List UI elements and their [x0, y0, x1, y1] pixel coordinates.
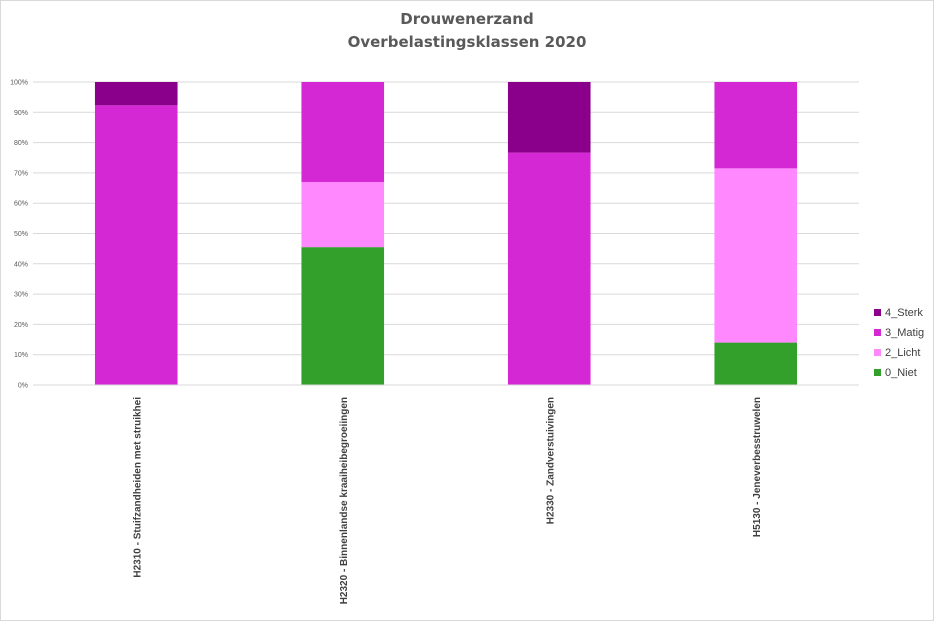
- bar-segment-2-licht: [714, 168, 798, 343]
- legend-label: 4_Sterk: [885, 307, 923, 319]
- bars: [94, 82, 798, 386]
- y-tick-label: 70%: [14, 170, 28, 177]
- chart-title-line-1: Drouwenerzand: [400, 10, 533, 28]
- x-category-label: H2310 - Stuifzandheiden met struikhei: [132, 397, 143, 578]
- y-tick-label: 0%: [18, 383, 28, 390]
- legend-item-0-niet[interactable]: 0_Niet: [874, 367, 917, 379]
- y-axis-tick-labels: 0% 10% 20% 30% 40% 50% 60% 70% 80% 90% 100%: [10, 80, 28, 390]
- legend-swatch: [874, 309, 881, 316]
- bar-segment-3-matig: [94, 105, 178, 386]
- bar-segment-2-licht: [301, 181, 385, 248]
- legend-label: 0_Niet: [885, 367, 917, 379]
- legend-label: 3_Matig: [885, 327, 924, 339]
- y-tick-label: 80%: [14, 140, 28, 147]
- x-category-label: H2320 - Binnenlandse kraaiheibegroeiinge…: [339, 397, 350, 604]
- bar-segment-3-matig: [301, 82, 385, 182]
- bar-segment-0-niet: [714, 342, 798, 385]
- legend-swatch: [874, 329, 881, 336]
- legend-label: 2_Licht: [885, 347, 920, 359]
- legend-item-2-licht[interactable]: 2_Licht: [874, 347, 920, 359]
- y-tick-label: 90%: [14, 110, 28, 117]
- x-axis-category-labels: H2310 - Stuifzandheiden met struikhei H23…: [132, 397, 763, 605]
- x-category-label: H2330 - Zandverstuivingen: [545, 397, 556, 524]
- bar-segment-4-sterk: [94, 82, 178, 106]
- y-tick-label: 50%: [14, 231, 28, 238]
- legend-item-3-matig[interactable]: 3_Matig: [874, 327, 924, 339]
- legend-swatch: [874, 349, 881, 356]
- chart-title-line-2: Overbelastingsklassen 2020: [348, 33, 587, 51]
- bar-segment-0-niet: [301, 247, 385, 385]
- bar-segment-4-sterk: [507, 82, 591, 153]
- chart-title: Drouwenerzand Overbelastingsklassen 2020: [348, 10, 587, 51]
- bar-segment-3-matig: [507, 152, 591, 385]
- x-category-label: H5130 - Jeneverbesstruwelen: [752, 397, 763, 537]
- legend[interactable]: 4_Sterk 3_Matig 2_Licht 0_Niet: [874, 307, 924, 379]
- y-tick-label: 10%: [14, 352, 28, 359]
- y-tick-label: 100%: [10, 80, 28, 87]
- legend-swatch: [874, 369, 881, 376]
- bar-segment-3-matig: [714, 82, 798, 169]
- y-tick-label: 40%: [14, 261, 28, 268]
- y-tick-label: 30%: [14, 292, 28, 299]
- legend-item-4-sterk[interactable]: 4_Sterk: [874, 307, 923, 319]
- y-tick-label: 20%: [14, 322, 28, 329]
- y-tick-label: 60%: [14, 201, 28, 208]
